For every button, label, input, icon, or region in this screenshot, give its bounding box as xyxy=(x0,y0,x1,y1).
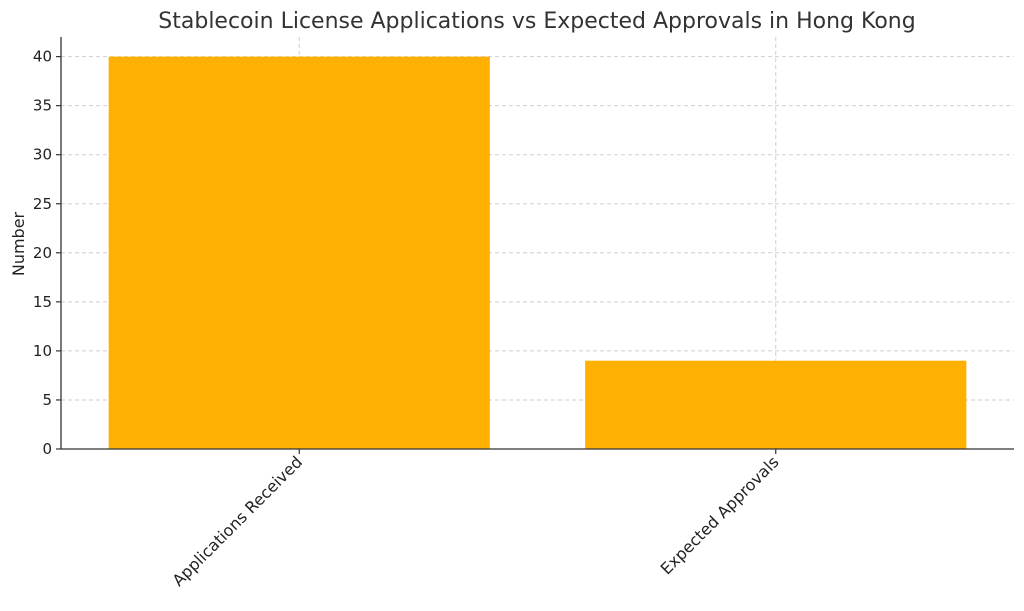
x-tick-label: Applications Received xyxy=(168,452,306,590)
y-ticks: 0 5 10 15 20 25 30 35 40 xyxy=(33,48,61,458)
y-tick-label: 25 xyxy=(33,195,52,213)
x-ticks: Applications Received Expected Approvals xyxy=(168,449,783,590)
chart-title: Stablecoin License Applications vs Expec… xyxy=(158,9,915,34)
y-tick-label: 15 xyxy=(33,293,52,311)
y-tick-label: 0 xyxy=(42,440,52,458)
bars xyxy=(108,56,967,449)
y-tick-label: 40 xyxy=(33,48,52,66)
y-tick-label: 5 xyxy=(42,391,52,409)
y-tick-label: 35 xyxy=(33,97,52,115)
bar xyxy=(585,360,967,449)
bar xyxy=(108,56,490,449)
y-axis-label: Number xyxy=(9,211,28,276)
y-tick-label: 10 xyxy=(33,342,52,360)
y-tick-label: 20 xyxy=(33,244,52,262)
y-tick-label: 30 xyxy=(33,146,52,164)
x-tick-label: Expected Approvals xyxy=(657,452,783,578)
